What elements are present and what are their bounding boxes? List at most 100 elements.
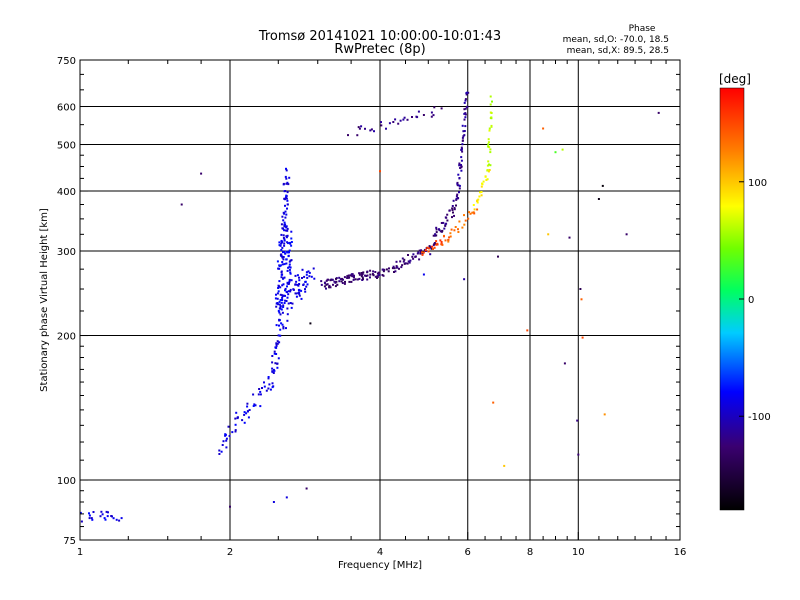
y-tick-label: 200 <box>57 332 76 343</box>
data-point <box>488 129 491 132</box>
data-point <box>243 413 246 416</box>
data-point <box>414 255 417 258</box>
data-point <box>430 247 433 250</box>
chart-subtitle: RwPretec (8p) <box>334 42 425 57</box>
data-point <box>283 238 286 241</box>
data-point <box>464 112 467 115</box>
data-point <box>489 151 492 154</box>
data-point <box>282 325 285 328</box>
data-point <box>402 118 405 121</box>
data-point <box>243 411 246 414</box>
data-point <box>466 105 469 108</box>
phase-stats-title: Phase <box>629 24 656 34</box>
data-point <box>273 350 276 353</box>
data-point <box>372 274 375 277</box>
x-tick-label: 4 <box>377 547 383 558</box>
data-point <box>283 242 286 245</box>
data-point <box>364 274 366 277</box>
data-point <box>218 453 221 455</box>
data-point <box>350 274 353 277</box>
data-point <box>325 283 328 286</box>
y-axis-label: Stationary phase Virtual Height [km] <box>39 208 50 392</box>
data-point <box>282 256 285 258</box>
data-point <box>461 226 464 229</box>
data-point <box>282 306 285 308</box>
data-point <box>280 322 283 325</box>
data-point <box>440 241 443 243</box>
data-point <box>284 190 287 192</box>
data-point <box>440 243 443 246</box>
data-point <box>461 147 463 150</box>
data-point <box>285 195 288 198</box>
data-point <box>438 229 441 232</box>
data-point <box>286 313 289 316</box>
data-point <box>287 183 290 186</box>
data-point <box>432 234 435 237</box>
data-point <box>455 197 458 200</box>
data-point <box>443 227 446 230</box>
data-point <box>284 294 286 297</box>
data-point <box>352 278 355 281</box>
data-point <box>279 313 282 316</box>
data-point <box>383 268 386 271</box>
data-point <box>443 234 445 237</box>
data-point <box>457 228 459 231</box>
data-point <box>554 151 557 154</box>
data-point <box>274 362 277 365</box>
y-tick-label: 600 <box>57 103 76 114</box>
data-point <box>388 267 390 270</box>
data-point <box>444 239 447 242</box>
data-point <box>288 251 290 254</box>
data-point <box>460 164 462 166</box>
data-point <box>279 264 282 267</box>
data-point <box>344 280 346 283</box>
data-point <box>278 303 281 306</box>
data-point <box>80 520 83 523</box>
data-point <box>323 285 326 288</box>
data-point <box>99 515 102 518</box>
data-point <box>397 122 400 125</box>
data-point <box>400 266 403 269</box>
data-point <box>361 276 364 279</box>
data-point <box>285 194 288 197</box>
data-point <box>286 269 289 272</box>
data-point <box>79 511 82 514</box>
data-point <box>309 322 312 325</box>
data-point <box>417 251 420 254</box>
data-point <box>284 289 286 292</box>
data-point <box>328 285 331 288</box>
data-point <box>579 288 582 290</box>
data-point <box>370 128 373 131</box>
data-point <box>463 214 465 217</box>
data-point <box>492 401 495 404</box>
data-point <box>265 389 268 392</box>
data-point <box>472 204 475 206</box>
data-point <box>289 271 292 274</box>
data-point <box>279 334 282 337</box>
title-block: Tromsø 20141021 10:00:00-10:01:43 RwPret… <box>258 29 501 57</box>
data-point <box>408 261 411 264</box>
data-point <box>284 287 287 290</box>
data-point <box>286 203 289 206</box>
data-point <box>457 173 460 176</box>
data-point <box>334 285 337 288</box>
data-point <box>290 306 293 309</box>
data-point <box>465 93 468 96</box>
data-point <box>434 233 437 236</box>
data-point <box>462 130 465 133</box>
data-point <box>288 265 291 268</box>
data-point <box>288 176 291 179</box>
data-point <box>361 273 364 276</box>
data-point <box>357 126 360 129</box>
data-point <box>463 223 466 226</box>
data-point <box>285 496 288 499</box>
data-point <box>282 327 285 330</box>
colorbar-tick-label: 100 <box>748 178 767 189</box>
data-point <box>284 299 287 302</box>
data-point <box>279 244 282 247</box>
data-point <box>302 283 305 286</box>
data-point <box>276 297 279 300</box>
data-point <box>409 259 412 262</box>
data-point <box>449 235 452 238</box>
data-point <box>603 413 606 416</box>
